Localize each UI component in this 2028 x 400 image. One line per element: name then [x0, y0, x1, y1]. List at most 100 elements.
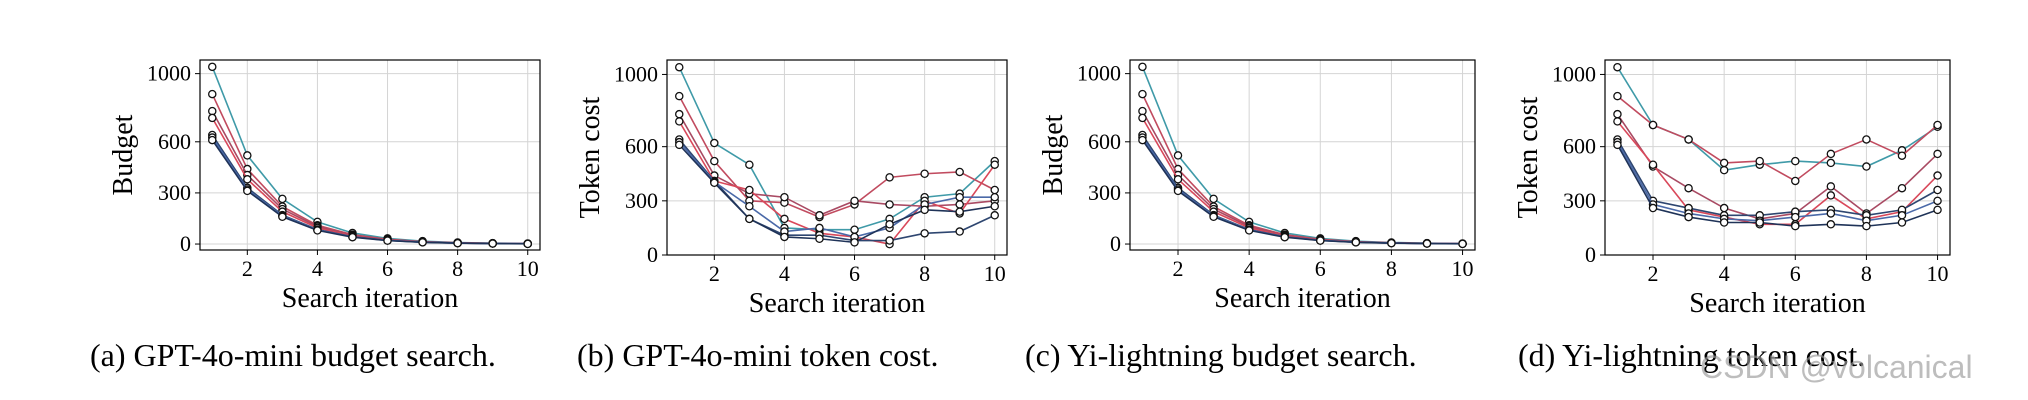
data-point [1387, 238, 1396, 248]
data-point [1862, 221, 1871, 231]
x-tick-label: 4 [312, 256, 323, 281]
data-point [1648, 120, 1658, 130]
plot-frame [1129, 59, 1476, 251]
data-point [990, 201, 999, 211]
x-tick-label: 2 [1648, 261, 1659, 286]
caption-d: (d) Yi-lightning token cost. [1518, 337, 1865, 373]
data-point [850, 196, 859, 206]
y-axis-label: Budget [108, 114, 139, 195]
data-point [1613, 117, 1622, 126]
y-tick-label: 0 [180, 231, 191, 256]
data-point [710, 138, 719, 148]
data-point [1826, 209, 1836, 218]
data-point [850, 225, 859, 234]
data-point [1422, 239, 1432, 248]
data-point [955, 200, 964, 209]
series-line-s2 [211, 93, 528, 245]
data-point [675, 109, 684, 119]
caption-b: (b) GPT-4o-mini token cost. [577, 337, 938, 373]
y-tick-label: 0 [1585, 242, 1596, 267]
x-tick-label: 10 [517, 256, 539, 281]
y-tick-label: 0 [1110, 231, 1121, 256]
x-axis-label: Search iteration [1214, 283, 1390, 314]
series-line-s7 [678, 144, 995, 244]
data-point [1648, 203, 1658, 213]
data-point [1933, 196, 1942, 206]
data-point [1862, 135, 1871, 144]
series-line-s2 [678, 95, 996, 218]
series-line-s6 [1616, 141, 1938, 222]
data-point [1719, 218, 1729, 227]
data-point [780, 214, 789, 224]
data-point [780, 192, 789, 202]
x-tick-label: 8 [452, 256, 463, 281]
data-point [208, 113, 217, 123]
x-tick-label: 2 [1173, 256, 1184, 281]
data-point [453, 238, 462, 248]
data-point [348, 232, 357, 242]
y-tick-label: 600 [1088, 129, 1121, 154]
data-point [1684, 183, 1693, 193]
data-point [1138, 106, 1147, 116]
data-point [710, 178, 719, 188]
data-point [243, 175, 252, 184]
y-tick-label: 300 [625, 188, 658, 213]
chart-b: 2 4 6 8 10 0 300 600 1000 Search iteration Token c… [575, 59, 1008, 319]
data-point [745, 160, 754, 169]
data-point [1173, 186, 1183, 196]
data-point [885, 236, 894, 245]
data-point [1280, 232, 1289, 242]
data-point [815, 234, 824, 243]
data-point [1316, 236, 1325, 245]
x-tick-label: 10 [1452, 256, 1474, 281]
data-point [488, 239, 497, 248]
data-point [920, 205, 929, 215]
x-tick-label: 6 [849, 261, 860, 286]
data-point [208, 106, 217, 116]
series-line-s6 [678, 141, 995, 238]
series-line-s7 [211, 139, 528, 245]
data-point [675, 140, 684, 150]
data-point [1755, 156, 1764, 166]
data-point [1613, 140, 1622, 150]
data-point [383, 236, 392, 245]
y-tick-label: 600 [625, 134, 658, 159]
data-point [1613, 62, 1622, 72]
data-point [1826, 158, 1836, 168]
x-tick-label: 8 [1861, 261, 1872, 286]
y-axis-label: Budget [1038, 114, 1069, 195]
y-tick-label: 1000 [147, 61, 191, 86]
x-axis-label: Search iteration [749, 288, 925, 319]
data-point [1933, 205, 1942, 215]
series-line-s1 [678, 66, 996, 231]
data-point [990, 211, 999, 220]
series-line-s1 [1616, 66, 1938, 171]
watermark: CSDN @volcanical [1700, 349, 1973, 385]
y-tick-label: 600 [1563, 134, 1596, 159]
series-line-s3 [1141, 110, 1463, 245]
data-point [1138, 135, 1147, 145]
series-line-s5 [1616, 139, 1938, 217]
data-point [1138, 113, 1147, 123]
data-point [815, 223, 824, 233]
data-point [1648, 160, 1658, 169]
series-line-s3 [678, 113, 995, 217]
data-point [1719, 165, 1729, 175]
data-point [1933, 149, 1942, 159]
series-line-s4 [1616, 120, 1939, 226]
data-point [1173, 151, 1183, 160]
data-point [208, 135, 217, 145]
y-tick-label: 1000 [614, 61, 658, 86]
data-point [920, 229, 929, 238]
data-point [1897, 151, 1907, 160]
data-point [1209, 212, 1218, 222]
data-point [1897, 183, 1907, 193]
data-point [1244, 226, 1254, 235]
series-line-s3 [1616, 113, 1939, 220]
x-tick-label: 8 [919, 261, 930, 286]
data-point [675, 117, 684, 126]
data-point [1826, 149, 1836, 159]
x-tick-label: 4 [1719, 261, 1730, 286]
data-point [745, 201, 754, 211]
x-tick-label: 8 [1386, 256, 1397, 281]
